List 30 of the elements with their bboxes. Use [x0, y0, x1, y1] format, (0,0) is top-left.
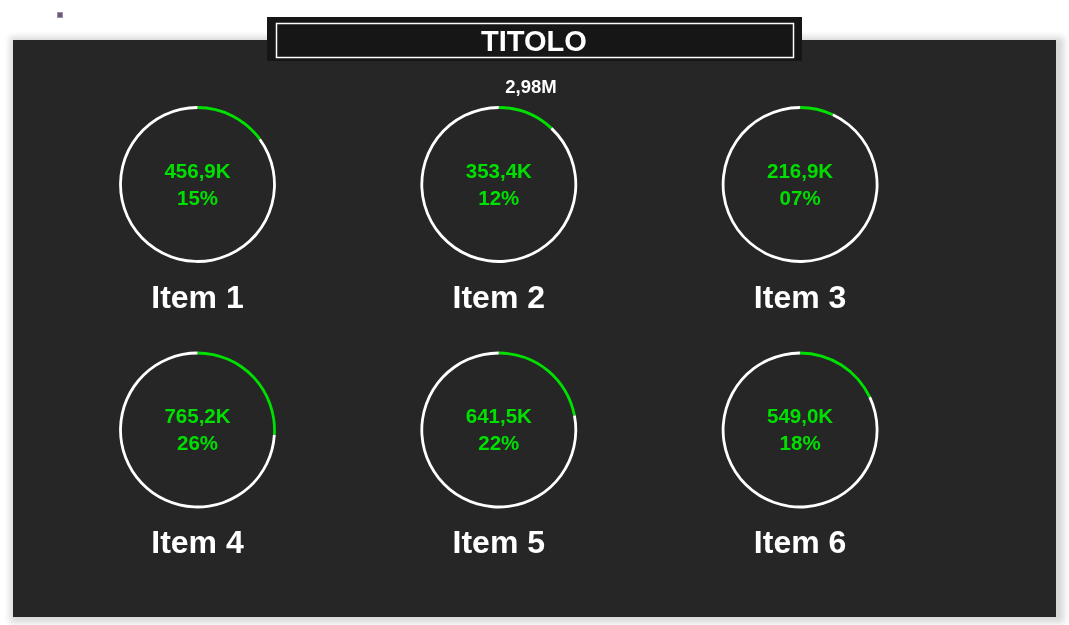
donut-slice: [721, 351, 879, 509]
donut-slice: [420, 106, 578, 263]
donut-slice: [800, 351, 872, 398]
text: 22%: [478, 431, 520, 454]
text: Item 3: [753, 278, 847, 315]
donut-slice: [119, 351, 276, 509]
text: Item 4: [151, 524, 244, 560]
text: 353,4K: [465, 158, 533, 182]
text: 641,5K: [465, 404, 533, 427]
text: Item 1: [151, 278, 244, 315]
text: 15%: [176, 185, 219, 209]
text: 18%: [779, 431, 821, 454]
text: 765,2K: [164, 404, 231, 427]
text: Item 5: [452, 524, 546, 560]
text: 07%: [779, 185, 821, 209]
text: Item 2: [452, 278, 546, 315]
text: 216,9K: [767, 158, 834, 182]
donut-slice: [119, 106, 276, 263]
donut-slice: [420, 351, 578, 509]
text: Item 6: [753, 524, 847, 560]
text: 549,0K: [767, 404, 834, 427]
donut-slice: [498, 106, 553, 130]
donut-slice: [197, 106, 261, 141]
donut-slice: [721, 106, 879, 263]
donut-slice: [800, 106, 834, 117]
text: 26%: [176, 431, 219, 454]
text: 2,98M: [505, 76, 557, 97]
text: 456,9K: [164, 158, 231, 182]
text: TITOLO: [481, 25, 587, 57]
text: 12%: [478, 185, 520, 209]
